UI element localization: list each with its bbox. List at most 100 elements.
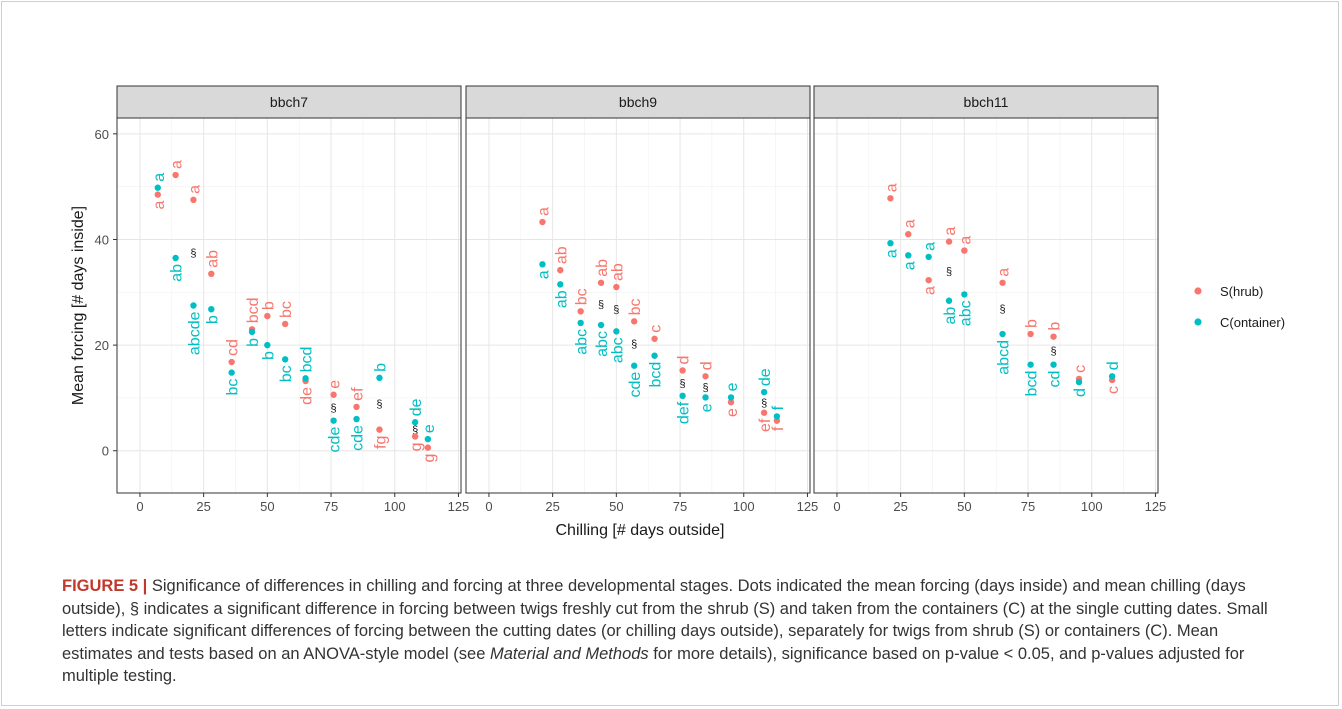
data-point — [1075, 378, 1083, 386]
data-point — [376, 426, 383, 433]
data-label: e — [421, 424, 438, 433]
data-label: b — [260, 301, 277, 310]
data-point — [557, 281, 564, 288]
data-label: e — [724, 382, 741, 391]
legend-item: S(hrub) — [1194, 284, 1263, 299]
y-tick-label: 60 — [95, 127, 109, 142]
panel-bbch9: bbch9§§§§§§§§aabbcababbccddeeffaababcabc… — [465, 85, 818, 514]
data-label: bc — [225, 379, 242, 396]
data-point — [727, 398, 735, 406]
significance-marker: § — [702, 382, 708, 394]
data-point — [925, 276, 932, 284]
data-point — [330, 391, 337, 398]
data-point — [539, 261, 546, 268]
y-tick-label: 0 — [102, 444, 109, 459]
data-label: bcd — [648, 362, 665, 388]
data-label: bc — [278, 365, 295, 382]
y-tick-label: 40 — [95, 232, 109, 247]
data-label: cde — [627, 372, 644, 398]
data-label: ab — [942, 307, 959, 325]
data-point — [577, 319, 584, 327]
panel-strip — [813, 85, 1159, 119]
caption-italic: Material and Methods — [490, 644, 649, 663]
data-point — [302, 375, 309, 382]
data-label: f — [770, 405, 787, 410]
data-point — [281, 356, 289, 363]
x-tick-label: 0 — [485, 499, 492, 514]
data-point — [760, 409, 768, 416]
data-label: c — [1105, 386, 1122, 394]
data-label: def — [676, 401, 693, 424]
data-label: f — [770, 426, 787, 431]
significance-marker: § — [331, 403, 337, 415]
x-tick-label: 75 — [673, 499, 687, 514]
legend-label: S(hrub) — [1220, 284, 1263, 299]
data-label: abcd — [996, 340, 1013, 375]
data-point — [702, 373, 709, 380]
significance-marker: § — [631, 339, 637, 351]
x-tick-label: 100 — [1081, 499, 1103, 514]
x-tick-label: 75 — [1021, 499, 1035, 514]
data-label: a — [901, 261, 918, 270]
data-point — [330, 417, 337, 424]
data-label: e — [327, 380, 344, 389]
data-point — [264, 312, 271, 320]
x-tick-label: 50 — [957, 499, 971, 514]
data-point — [228, 358, 235, 366]
data-label: de — [757, 368, 774, 386]
data-label: cde — [327, 427, 344, 453]
data-label: b — [1024, 319, 1041, 328]
data-label: cd — [225, 339, 242, 356]
data-point — [887, 195, 894, 202]
data-point — [905, 230, 912, 238]
x-tick-label: 100 — [733, 499, 755, 514]
data-label: a — [535, 207, 552, 216]
data-label: b — [204, 315, 221, 324]
data-label: g — [421, 454, 438, 463]
data-label: abc — [957, 300, 974, 326]
data-label: abc — [609, 337, 626, 363]
legend-label: C(ontainer) — [1220, 315, 1285, 330]
data-label: ab — [609, 263, 626, 281]
data-label: ef — [350, 387, 367, 401]
data-label: a — [922, 286, 939, 295]
data-point — [773, 413, 781, 420]
data-point — [424, 435, 432, 443]
significance-marker: § — [190, 248, 196, 260]
panel-border — [116, 117, 462, 494]
legend-swatch — [1194, 318, 1202, 326]
data-label: a — [151, 173, 168, 182]
data-label: d — [1072, 388, 1089, 397]
data-label: a — [186, 185, 203, 194]
legend-item: C(ontainer) — [1194, 315, 1285, 330]
panel-border — [465, 117, 811, 494]
panel-border — [813, 117, 1159, 494]
data-label: ab — [553, 290, 570, 308]
significance-marker: § — [946, 266, 952, 278]
y-axis-title: Mean forcing [# days inside] — [70, 206, 87, 405]
caption-text-2: for more details), significance based on… — [62, 644, 1245, 686]
legend-swatch — [1194, 287, 1202, 295]
data-point — [613, 283, 620, 291]
data-point — [630, 362, 638, 369]
data-label: ef — [757, 418, 774, 432]
data-point — [945, 238, 953, 245]
data-label: abcde — [186, 311, 203, 355]
data-label: abc — [594, 331, 611, 357]
data-label: de — [299, 387, 316, 405]
data-label: cde — [350, 425, 367, 451]
significance-marker: § — [412, 424, 418, 436]
x-tick-label: 50 — [609, 499, 623, 514]
data-point — [424, 444, 432, 451]
x-tick-label: 25 — [893, 499, 907, 514]
data-point — [887, 239, 894, 247]
data-point — [999, 330, 1006, 338]
data-label: a — [883, 183, 900, 192]
data-point — [190, 196, 197, 204]
data-label: b — [245, 338, 262, 347]
caption-label: FIGURE 5 | — [62, 577, 148, 595]
y-tick-label: 20 — [95, 338, 109, 353]
data-label: a — [957, 236, 974, 245]
